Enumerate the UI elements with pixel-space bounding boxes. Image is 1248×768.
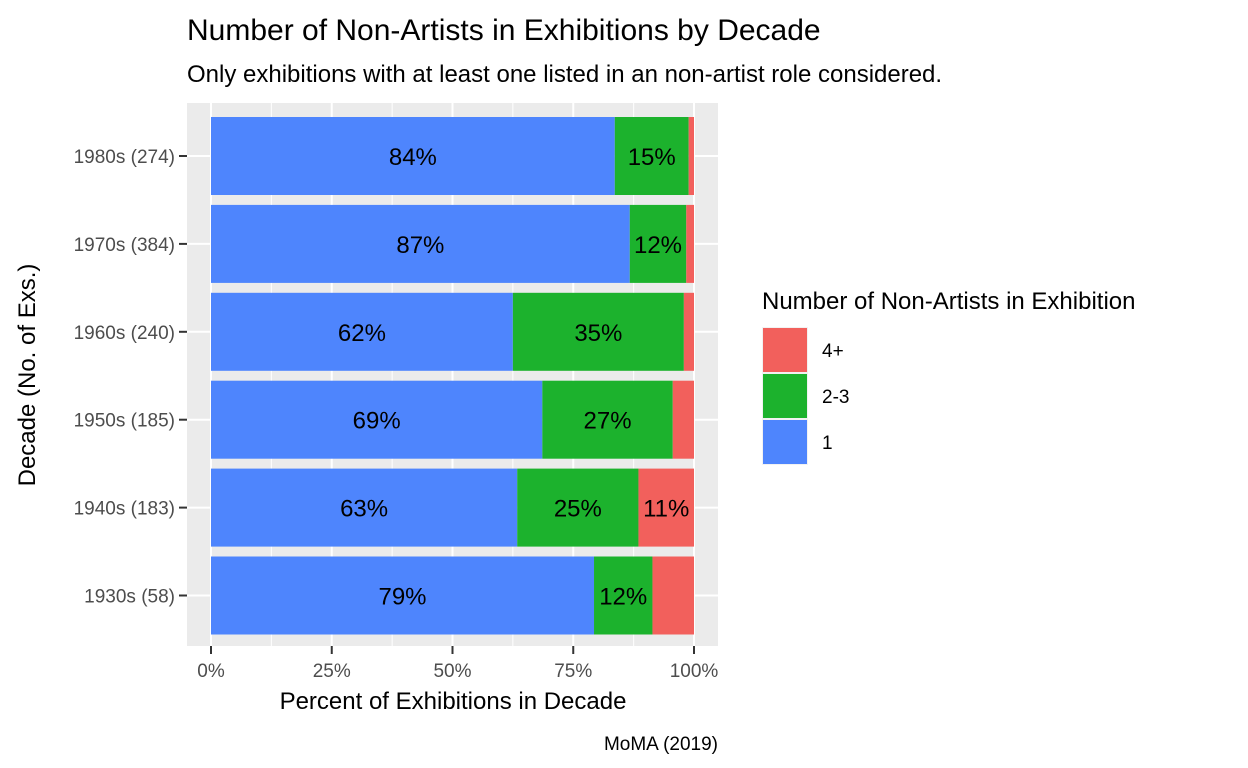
bar-segment [211, 204, 630, 283]
bar-segment [629, 204, 687, 283]
bar-segment [683, 292, 694, 371]
bar-segment [211, 380, 543, 459]
legend-key-swatch [763, 420, 807, 464]
bar-segment [686, 204, 694, 283]
y-tick-label: 1980s (274) [74, 147, 175, 168]
data-label: 87% [396, 232, 444, 259]
y-tick-label: 1960s (240) [74, 323, 175, 344]
bar-segment [652, 556, 694, 635]
bar-segment [517, 468, 639, 547]
data-label: 79% [378, 584, 426, 611]
data-label: 84% [389, 144, 437, 171]
x-tick-label: 75% [554, 661, 592, 682]
data-label: 62% [338, 320, 386, 347]
x-tick-label: 50% [433, 661, 471, 682]
x-tick-label: 100% [670, 661, 719, 682]
x-tick-label: 25% [313, 661, 351, 682]
bar-segment [512, 292, 684, 371]
data-label: 15% [628, 144, 676, 171]
bar-segment [542, 380, 673, 459]
legend: Number of Non-Artists in Exhibition 4+ 2-… [762, 288, 1135, 465]
y-tick-label: 1950s (185) [74, 411, 175, 432]
y-axis-title: Decade (No. of Exs.) [14, 264, 41, 487]
y-tick-label: 1940s (183) [74, 499, 175, 520]
data-label: 27% [584, 408, 632, 435]
data-label: 35% [574, 320, 622, 347]
legend-title: Number of Non-Artists in Exhibition [762, 288, 1135, 315]
legend-label: 1 [822, 433, 833, 454]
x-axis-title: Percent of Exhibitions in Decade [280, 688, 627, 715]
y-tick-label: 1970s (384) [74, 235, 175, 256]
chart-caption: MoMA (2019) [604, 734, 718, 755]
legend-key-swatch [763, 374, 807, 418]
y-tick-label: 1930s (58) [84, 587, 175, 608]
x-tick-label: 0% [197, 661, 225, 682]
bar-segment [211, 117, 615, 195]
chart-title: Number of Non-Artists in Exhibitions by … [187, 14, 821, 47]
bar-segment [211, 468, 518, 547]
chart-subtitle: Only exhibitions with at least one liste… [187, 61, 942, 88]
data-label: 25% [554, 496, 602, 523]
plot-area: 79% 12% 1930s (58) 63% 25% 11% 1940s (183) 69% 2… [74, 103, 719, 682]
legend-key-swatch [763, 328, 807, 372]
data-label: 12% [634, 232, 682, 259]
legend-label: 2-3 [822, 387, 849, 408]
bar-segment [638, 468, 694, 547]
data-label: 69% [353, 408, 401, 435]
bar-segment [688, 117, 694, 195]
data-label: 63% [340, 496, 388, 523]
bar-segment [614, 117, 689, 195]
bar-segment [211, 292, 513, 371]
legend-label: 4+ [822, 341, 844, 362]
bar-segment [211, 556, 595, 635]
bar-segment [672, 380, 694, 459]
data-label: 12% [599, 584, 647, 611]
bar-segment [594, 556, 653, 635]
data-label: 11% [643, 496, 689, 523]
